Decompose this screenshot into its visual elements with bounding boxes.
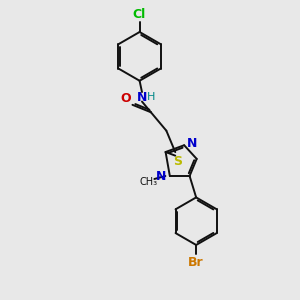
Text: Cl: Cl <box>132 8 145 21</box>
Text: CH₃: CH₃ <box>140 177 158 187</box>
Text: S: S <box>173 155 182 168</box>
Text: N: N <box>186 137 197 150</box>
Text: N: N <box>137 91 147 104</box>
Text: N: N <box>156 169 167 182</box>
Text: Br: Br <box>188 256 204 269</box>
Text: H: H <box>147 92 156 102</box>
Text: O: O <box>121 92 131 105</box>
